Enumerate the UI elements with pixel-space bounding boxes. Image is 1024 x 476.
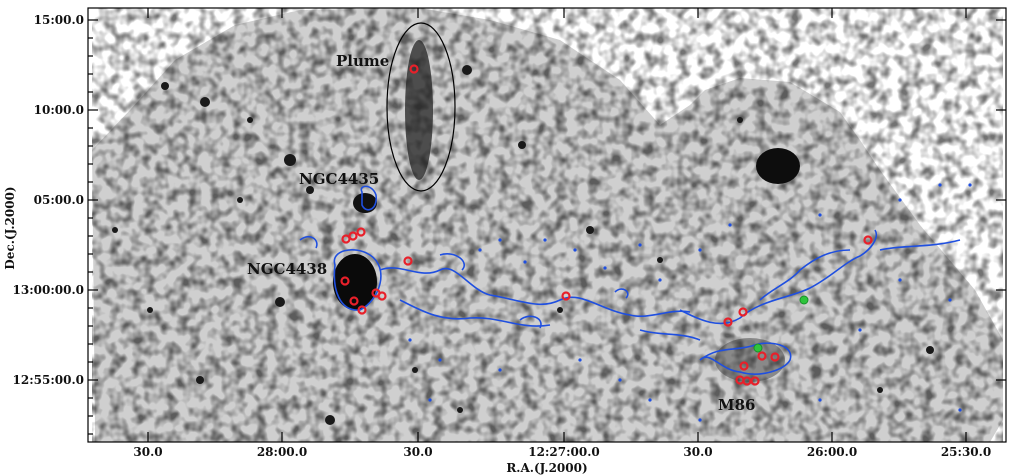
label-ngc4438: NGC4438 [247,260,327,278]
axes-frame [87,7,1007,443]
plume-ellipse [386,22,456,192]
y-tick-label: 12:55:00.0 [13,373,84,387]
image-coverage [92,8,1003,442]
ngc4438-galaxy [333,254,377,310]
x-tick-label: 30.0 [403,445,432,459]
y-tick-label: 13:00:00.0 [13,283,84,297]
y-axis [88,19,1006,435]
x-axis-title: R.A.(J.2000) [506,461,587,475]
point-sources [112,65,934,425]
x-tick-label: 12:27:00.0 [528,445,599,459]
y-tick-label: 15:00.0 [34,13,84,27]
y-tick-label: 10:00.0 [34,103,84,117]
x-axis [147,8,967,442]
x-tick-label: 30.0 [683,445,712,459]
green-markers [753,295,809,353]
x-tick-label: 28:00.0 [257,445,307,459]
x-tick-label: 30.0 [133,445,162,459]
label-ngc4435: NGC4435 [299,170,379,188]
contours [299,185,961,375]
contour-dots [408,183,972,422]
plume-emission [405,40,433,180]
bright-star [756,148,800,184]
y-tick-label: 05:00.0 [34,193,84,207]
label-plume: Plume [336,52,389,70]
ngc4435-galaxy [353,193,377,213]
y-axis-title: Dec.(J.2000) [3,186,17,269]
x-tick-label: 26:00.0 [807,445,857,459]
label-m86: M86 [718,396,755,414]
red-markers [340,64,873,386]
x-tick-label: 25:30.0 [941,445,991,459]
